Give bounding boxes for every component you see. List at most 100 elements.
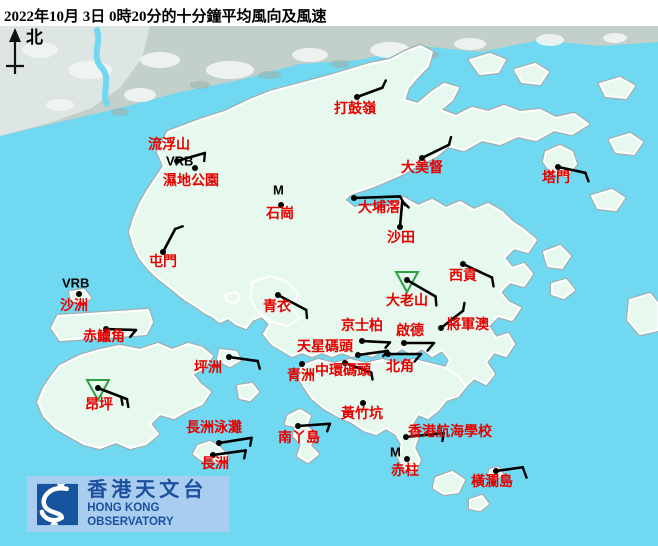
station-cheung-chau: 長洲 [201,449,247,472]
station-dot [210,452,216,458]
station-ngong-ping: 昂坪 [85,379,130,413]
station-label: 將軍澳 [447,316,490,333]
wind-barb-tick [325,422,332,433]
station-central-pier: 中環碼頭 [315,360,374,381]
station-north-point: 北角 [385,351,423,375]
station-label: 打鼓嶺 [334,100,377,117]
station-code: M [273,183,284,198]
station-label: 香港航海學校 [407,423,493,440]
station-dot [555,164,561,170]
station-label: 橫瀾島 [471,473,513,490]
wind-barb-tick [119,395,124,406]
station-label: 西貢 [449,268,477,284]
north-label: 北 [26,28,43,47]
station-label: 長洲泳灘 [186,419,242,436]
north-indicator [6,28,24,74]
wind-barb-staff [404,431,446,439]
station-label: 長洲 [201,456,229,472]
station-wong-chuk-hang: 黃竹坑 [340,400,383,422]
wind-barb-tick [305,308,309,320]
station-dot [103,326,109,332]
north-arrow-icon [9,28,21,42]
station-tai-mei-tuk: 大美督 [401,135,453,176]
station-lau-fau-shan: 流浮山 [148,136,207,164]
title-strip [0,0,658,26]
wind-barb-staff [343,361,373,374]
wind-barb-tick [426,341,436,352]
station-label: 沙田 [387,230,415,246]
station-dot [355,352,361,358]
wind-barb-staff [405,278,437,298]
station-label: 昂坪 [85,397,113,413]
station-sha-tin: 沙田 [387,199,415,246]
wind-barb-tick [125,397,130,409]
wind-barb-staff [356,349,390,357]
station-wetland-park: VRB 濕地公園 [163,154,219,189]
station-lamma-island: 南丫島 [278,422,332,446]
wind-barb-staff [211,449,247,457]
station-sha-chau: VRB 沙洲 [60,276,89,314]
station-sai-kung: 西貢 [449,261,495,288]
station-dot [403,434,409,440]
logo-english-name: HONG KONG OBSERVATORY [87,502,174,528]
station-label: 大美督 [401,159,443,176]
wind-barb-tick [256,359,261,370]
station-label: 南丫島 [278,429,320,446]
station-label: 坪洲 [194,360,222,376]
station-label: 青洲 [287,367,315,384]
wind-barb-tick [370,371,374,381]
station-label: 塔門 [542,169,570,186]
station-dot [76,291,82,297]
station-label: 黃竹坑 [340,405,383,422]
wind-barb-tick [401,199,410,209]
wind-barb-tick [202,151,207,163]
station-green-island: 青洲 [287,361,315,384]
wind-barb-tick [490,276,495,288]
station-dot [216,440,222,446]
station-dot [342,360,348,366]
station-code: VRB [166,154,193,169]
station-dot [419,155,425,161]
station-dot [95,385,101,391]
wind-barb-staff [398,199,404,229]
wind-barb-tick [174,225,184,231]
station-dot [460,261,466,267]
wind-barb-tick [128,328,138,339]
wind-barb-staff [439,309,465,330]
station-label: 天星碼頭 [297,339,354,355]
station-dot [438,325,444,331]
station-label: 北角 [386,358,414,375]
station-label: 青衣 [263,298,292,315]
wind-barb-staff [296,422,332,428]
station-shek-kong: M 石崗 [265,183,294,222]
wind-barb-tick [249,436,253,447]
border-river [93,26,111,108]
station-dot [275,292,281,298]
station-label: 啟德 [396,322,424,339]
wind-barb-staff [161,227,177,254]
hko-logo-icon [37,483,79,525]
station-dot [354,94,360,100]
wind-barb-tick [381,79,387,89]
station-tates-cairn: 大老山 [386,271,438,309]
station-label: 中環碼頭 [315,362,372,379]
station-dot [351,195,357,201]
station-label: 京士柏 [341,317,383,334]
station-tuen-mun: 屯門 [149,225,184,270]
station-tseung-kwan-o: 將軍澳 [438,301,490,333]
station-label: 大老山 [386,292,428,309]
station-dot [404,277,410,283]
wind-barb-tick [441,431,445,443]
station-dot [401,340,407,346]
station-dot [295,423,301,429]
station-dot [278,202,284,208]
wind-barb-staff [360,339,392,344]
station-label: 濕地公園 [163,172,219,189]
station-hk-sea-school: 香港航海學校 [403,423,493,443]
wind-barb-staff [461,262,494,279]
station-cheung-chau-beach: 長洲泳灘 [186,419,253,447]
station-dot [299,361,305,367]
wind-barb-staff [352,195,402,200]
station-kings-park: 京士柏 [341,317,392,350]
